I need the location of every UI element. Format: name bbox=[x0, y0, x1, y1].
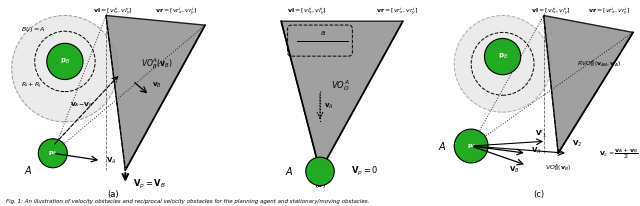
Text: $\mathbf{V}_A{-}\mathbf{V}_B$: $\mathbf{V}_A{-}\mathbf{V}_B$ bbox=[70, 101, 93, 109]
Circle shape bbox=[12, 15, 118, 122]
Text: $\mathbf{vl}=[vl_x^i, vl_y^i]$: $\mathbf{vl}=[vl_x^i, vl_y^i]$ bbox=[93, 6, 133, 18]
Text: $\mathbf{V}_2$: $\mathbf{V}_2$ bbox=[572, 138, 582, 149]
Text: $\mathbf{vr}=[vr_x^i, vr_y^i]$: $\mathbf{vr}=[vr_x^i, vr_y^i]$ bbox=[588, 6, 630, 18]
Text: $\mathbf{v}_B$: $\mathbf{v}_B$ bbox=[152, 81, 161, 90]
Polygon shape bbox=[281, 21, 403, 171]
Circle shape bbox=[306, 157, 334, 186]
Text: $\mathbf{V}_p{=}0$: $\mathbf{V}_p{=}0$ bbox=[351, 165, 379, 178]
Polygon shape bbox=[543, 15, 633, 153]
Text: $\mathbf{p}_A$: $\mathbf{p}_A$ bbox=[48, 149, 58, 157]
Text: $RVO_B^A(\mathbf{v}_{AB},\mathbf{v}_A)$: $RVO_B^A(\mathbf{v}_{AB},\mathbf{v}_A)$ bbox=[577, 59, 621, 69]
Text: $\mathbf{p}_B$: $\mathbf{p}_B$ bbox=[60, 57, 70, 66]
Circle shape bbox=[38, 139, 67, 168]
Text: $VO_B^A(\mathbf{v}_B)$: $VO_B^A(\mathbf{v}_B)$ bbox=[545, 162, 572, 173]
Circle shape bbox=[484, 39, 521, 75]
Text: $\mathbf{p}_A$: $\mathbf{p}_A$ bbox=[467, 142, 476, 150]
Text: $\mathbf{vl}=[vl_x^i, vl_y^i]$: $\mathbf{vl}=[vl_x^i, vl_y^i]$ bbox=[287, 6, 327, 18]
Text: (a): (a) bbox=[108, 190, 119, 199]
Text: $A$: $A$ bbox=[285, 165, 293, 177]
Text: $A$: $A$ bbox=[24, 164, 33, 176]
Text: Fig. 1: An illustration of velocity obstacles and reciprocal velocity obstacles : Fig. 1: An illustration of velocity obst… bbox=[6, 199, 370, 204]
Text: (b): (b) bbox=[314, 180, 326, 189]
Text: $VO_O^A$: $VO_O^A$ bbox=[332, 78, 350, 93]
Text: $VO_B^A(\mathbf{v}_B)$: $VO_B^A(\mathbf{v}_B)$ bbox=[141, 56, 173, 71]
Text: $\mathbf{v}_A$: $\mathbf{v}_A$ bbox=[324, 102, 334, 111]
Text: (c): (c) bbox=[533, 190, 545, 199]
Text: $\mathbf{vr}=[vr_x^i, vr_y^i]$: $\mathbf{vr}=[vr_x^i, vr_y^i]$ bbox=[376, 6, 419, 18]
Text: $\mathbf{V}_A$: $\mathbf{V}_A$ bbox=[106, 155, 116, 166]
Text: $a$: $a$ bbox=[319, 29, 326, 37]
Text: $B(i){=}A$: $B(i){=}A$ bbox=[21, 26, 46, 34]
Text: $\mathbf{V}_p=\mathbf{V}_B$: $\mathbf{V}_p=\mathbf{V}_B$ bbox=[133, 178, 166, 191]
Text: $\mathbf{V}'_1$: $\mathbf{V}'_1$ bbox=[536, 128, 547, 139]
Text: $\mathbf{vr}=[vr_x^i, vr_y^i]$: $\mathbf{vr}=[vr_x^i, vr_y^i]$ bbox=[156, 6, 198, 18]
Text: $\mathbf{V}_2=\dfrac{\mathbf{v}_A+\mathbf{v}_B}{2}$: $\mathbf{V}_2=\dfrac{\mathbf{v}_A+\mathb… bbox=[599, 146, 639, 161]
Polygon shape bbox=[106, 15, 205, 170]
Text: $\mathbf{p}_B$: $\mathbf{p}_B$ bbox=[497, 52, 508, 61]
Text: $\mathbf{V}_B$: $\mathbf{V}_B$ bbox=[509, 165, 520, 175]
Text: $\mathbf{vl}=[vl_x^i, vl_y^i]$: $\mathbf{vl}=[vl_x^i, vl_y^i]$ bbox=[531, 6, 571, 18]
Circle shape bbox=[47, 43, 83, 80]
Text: $R_i+R_j$: $R_i+R_j$ bbox=[21, 81, 42, 91]
Text: $\mathbf{V}_A$: $\mathbf{V}_A$ bbox=[531, 146, 541, 156]
Text: $A$: $A$ bbox=[438, 140, 447, 152]
Circle shape bbox=[454, 15, 551, 112]
Circle shape bbox=[454, 129, 488, 163]
